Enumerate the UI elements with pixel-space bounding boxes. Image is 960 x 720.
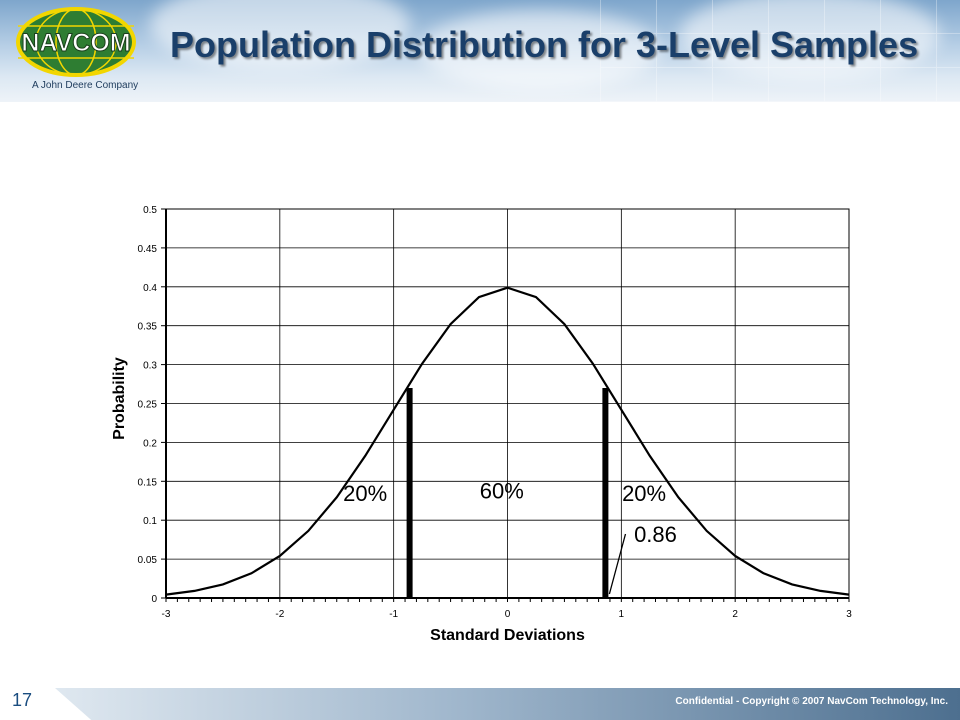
- x-axis-label: Standard Deviations: [430, 627, 585, 644]
- slide-title: Population Distribution for 3-Level Samp…: [170, 24, 919, 65]
- x-tick-label: 3: [846, 609, 852, 620]
- x-tick-label: 1: [619, 609, 625, 620]
- y-tick-label: 0.5: [143, 205, 157, 216]
- x-tick-label: -1: [389, 609, 398, 620]
- y-tick-label: 0.3: [143, 361, 157, 372]
- x-tick-label: 2: [732, 609, 738, 620]
- y-tick-label: 0.4: [143, 283, 157, 294]
- page-number: 17: [12, 690, 33, 710]
- x-tick-label: -3: [162, 609, 171, 620]
- y-tick-label: 0.25: [138, 400, 158, 411]
- annotation-leader-line: [608, 533, 627, 595]
- footer-copyright: Confidential - Copyright © 2007 NavCom T…: [675, 696, 948, 707]
- annotations: 20% 60% 20% 0.86: [343, 478, 677, 595]
- cutoff-lines: [406, 387, 609, 598]
- x-tick-label: -2: [275, 609, 284, 620]
- y-tick-label: 0.45: [138, 244, 158, 255]
- y-tick-label: 0.1: [143, 516, 157, 527]
- logo-text: NAVCOM: [21, 29, 130, 57]
- axes: [161, 208, 850, 602]
- y-tick-label: 0.15: [138, 477, 158, 488]
- subbrand-text: A John Deere Company: [32, 80, 139, 91]
- y-tick-label: 0.05: [138, 555, 158, 566]
- annotation-label: 60%: [480, 478, 524, 503]
- distribution-curve: [165, 286, 850, 596]
- x-tick-label: 0: [505, 609, 511, 620]
- navcom-logo: NAVCOM: [16, 7, 136, 77]
- tick-labels: -3 -2 -1 0 1 2 3 0 0.05 0.1 0.15 0.2 0.25 0.3 0.35 0.4 0…: [138, 205, 853, 620]
- annotation-label: 0.86: [634, 522, 677, 547]
- y-axis-label: Probability: [111, 357, 128, 440]
- y-tick-label: 0: [151, 594, 157, 605]
- y-tick-label: 0.35: [138, 322, 158, 333]
- slide-header: NAVCOM A John Deere Company Population D…: [0, 0, 960, 102]
- annotation-label: 20%: [343, 481, 387, 506]
- grid-lines: [165, 208, 850, 599]
- y-tick-label: 0.2: [143, 438, 157, 449]
- footer-bar: [55, 688, 960, 720]
- annotation-label: 20%: [622, 481, 666, 506]
